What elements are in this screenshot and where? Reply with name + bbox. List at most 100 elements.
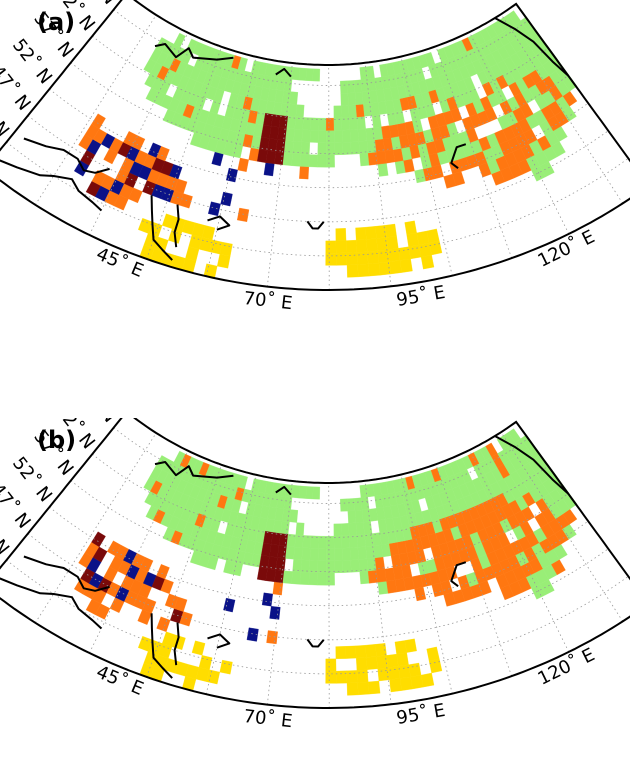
grid-cell [266, 630, 278, 645]
grid-cell [367, 569, 379, 584]
grid-cell [384, 223, 397, 238]
grid-cell [408, 662, 422, 678]
grid-cell [350, 559, 360, 573]
grid-cell [334, 560, 344, 574]
grid-cell [356, 251, 369, 265]
grid-cell [357, 681, 370, 696]
grid-cell [376, 655, 389, 669]
grid-cell [223, 597, 236, 613]
grid-cell [424, 52, 436, 67]
grid-cell [346, 264, 359, 278]
grid-cell [299, 153, 310, 167]
grid-cell [309, 129, 319, 143]
grid-cell [368, 680, 381, 695]
meridian-line [89, 450, 189, 654]
grid-cell [325, 658, 337, 672]
grid-cell [357, 546, 368, 560]
grid-cell [139, 556, 154, 573]
grid-cell [355, 522, 365, 536]
grid-cell [333, 548, 343, 561]
grid-cell [267, 138, 278, 152]
grid-cell [356, 657, 368, 671]
grid-cell [237, 157, 249, 172]
grid-cell [91, 113, 106, 130]
lon-tick-label: 70˚ E [242, 706, 293, 732]
grid-cell [179, 611, 193, 627]
grid-cell [142, 598, 157, 614]
grid-cell [347, 510, 357, 524]
grid-cell [341, 547, 351, 561]
grid-cell [282, 570, 293, 584]
grid-cell [333, 523, 342, 537]
parallel-line [49, 88, 589, 189]
grid-cell [308, 154, 318, 168]
grid-cell [265, 150, 277, 164]
coastline [275, 485, 292, 496]
grid-cell [398, 246, 411, 261]
grid-cell [354, 509, 364, 523]
grid-cell [366, 656, 378, 670]
meridian-line [364, 480, 392, 705]
grid-cell [367, 250, 380, 265]
grid-cell [317, 560, 327, 574]
grid-cell [226, 167, 238, 183]
grid-cell [355, 645, 367, 659]
grid-cell [340, 523, 350, 537]
grid-cell [91, 531, 106, 548]
coastline [23, 555, 110, 592]
grid-cell [389, 678, 402, 693]
grid-cell [360, 496, 370, 511]
grid-cell [365, 226, 377, 240]
coastline [173, 622, 180, 666]
grid-cell [426, 228, 440, 244]
coastline [150, 195, 173, 261]
grid-cell [201, 225, 216, 240]
grid-cell [355, 227, 367, 241]
grid-cell [325, 240, 337, 254]
grid-cell [428, 240, 443, 256]
grid-cell [365, 644, 377, 658]
meridian-line [146, 464, 222, 678]
grid-cell [346, 682, 359, 696]
grid-cell [353, 497, 363, 511]
grid-cell [299, 166, 309, 180]
grid-cell [335, 228, 347, 241]
grid-cell [342, 559, 352, 573]
grid-cell [387, 248, 401, 262]
grid-cell [219, 659, 233, 675]
coastline [306, 638, 325, 648]
grid-cell [358, 558, 369, 572]
grid-cell [317, 154, 327, 168]
grid-cell [289, 91, 299, 105]
grid-cell [346, 670, 358, 684]
meridian-line [89, 32, 189, 236]
grid-cell [349, 129, 359, 143]
grid-cell [335, 670, 348, 684]
grid-cell [326, 548, 335, 561]
grid-cell [312, 68, 321, 82]
coastline [450, 143, 467, 169]
coastline [0, 159, 103, 212]
grid-cell [348, 522, 358, 536]
parallel-line [92, 453, 549, 538]
grid-cell [305, 68, 314, 82]
coastline [450, 561, 467, 587]
grid-cell [340, 105, 350, 119]
lon-tick-label: 95˚ E [395, 282, 447, 311]
grid-cell [325, 142, 335, 156]
grid-cell [280, 102, 290, 117]
grid-cell [342, 141, 352, 155]
grid-cell [426, 646, 440, 662]
grid-cell [278, 533, 289, 547]
grid-cell [285, 128, 295, 142]
coastlines [0, 17, 569, 261]
parallel-line [27, 533, 609, 641]
grid-cell [173, 32, 186, 48]
lon-tick-label: 120˚ E [535, 644, 599, 690]
grid-cell [220, 191, 233, 207]
meridian-line [364, 62, 392, 287]
meridian-line [500, 431, 624, 622]
coastline [306, 220, 325, 230]
coastline [154, 461, 234, 479]
grid-cell [309, 560, 319, 574]
